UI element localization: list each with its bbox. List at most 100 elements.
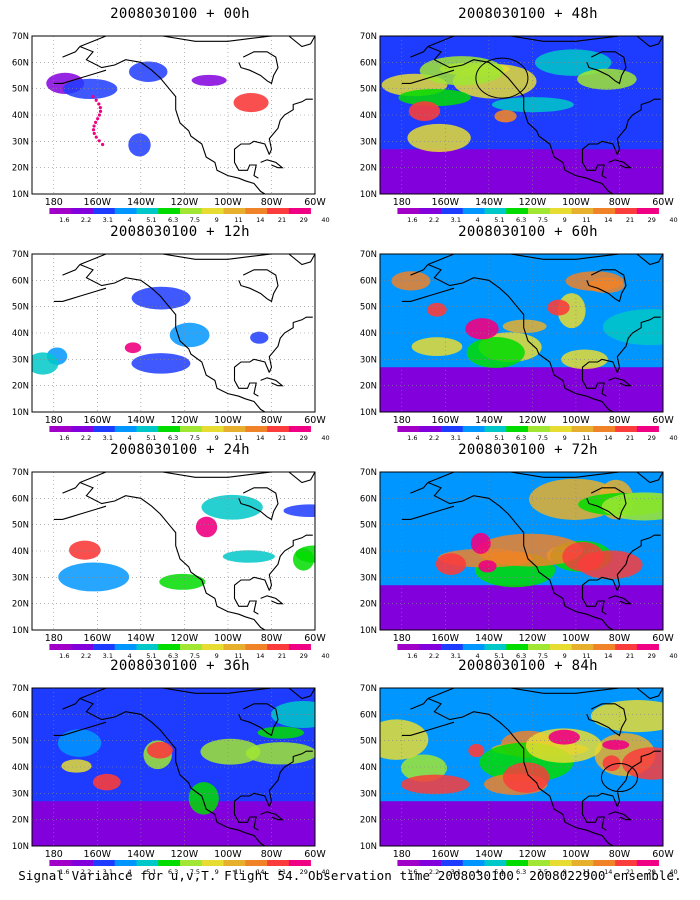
lat-tick-label: 30N — [12, 355, 29, 365]
panel-title: 2008030100 + 60h — [458, 224, 598, 240]
colorbar-label: 11 — [582, 868, 590, 876]
coastline — [79, 481, 266, 630]
lat-tick-label: 60N — [12, 276, 29, 286]
colorbar-swatch — [636, 426, 659, 432]
field-tropical-band — [380, 149, 663, 194]
variance-blob — [398, 88, 471, 107]
colorbar-swatch — [92, 426, 116, 432]
coastline — [636, 36, 663, 48]
lat-tick-label: 60N — [360, 710, 377, 720]
colorbar-swatch — [71, 208, 94, 214]
colorbar-swatch — [158, 860, 181, 866]
colorbar-swatch — [49, 644, 72, 650]
coastline — [268, 534, 313, 591]
colorbar-label: 14 — [604, 652, 612, 660]
lat-tick-label: 20N — [360, 164, 377, 174]
coastline — [401, 721, 455, 736]
coastline — [427, 688, 620, 700]
variance-peak — [92, 773, 121, 791]
variance-peak — [602, 739, 630, 750]
lat-tick-label: 10N — [360, 408, 377, 418]
colorbar-swatch — [245, 208, 268, 214]
colorbar-label: 29 — [648, 216, 656, 224]
variance-field — [58, 494, 315, 592]
colorbar-label: 21 — [626, 216, 634, 224]
variance-blob — [128, 133, 151, 157]
lat-tick-label: 10N — [12, 190, 29, 200]
colorbar-label: 5.1 — [146, 868, 156, 876]
lon-tick-label: 100W — [562, 197, 590, 208]
variance-field — [32, 286, 269, 375]
field-tropical-band — [380, 801, 663, 846]
map-plot: 70N 60N 50N 40N 30N 20N 10N 180 160W 140W 120W 100W… — [12, 468, 330, 660]
coastlines — [401, 36, 663, 194]
colorbar-label: 29 — [648, 652, 656, 660]
colorbar-swatch — [506, 208, 529, 214]
variance-blob — [602, 309, 663, 346]
lat-tick-label: 40N — [12, 763, 29, 773]
colorbar-swatch — [506, 426, 529, 432]
colorbar-swatch — [114, 426, 137, 432]
coastline — [233, 358, 270, 397]
coastline — [53, 721, 107, 736]
map-plot: 70N 60N 50N 40N 30N 20N 10N 180 160W 140W 120W 100W… — [360, 468, 678, 660]
colorbar-label: 1.6 — [59, 868, 69, 876]
coastline — [238, 269, 279, 303]
flight-track-point — [97, 102, 101, 106]
plot-background — [32, 36, 315, 194]
colorbar-swatch — [615, 208, 638, 214]
colorbar-label: 9 — [215, 652, 219, 660]
variance-blob — [502, 319, 547, 333]
lat-tick-label: 50N — [360, 521, 377, 531]
panel-title: 2008030100 + 36h — [110, 658, 250, 674]
coastline — [401, 69, 455, 84]
flight-track-point — [97, 139, 101, 143]
flight-track-point — [92, 124, 96, 128]
coastlines — [401, 254, 663, 412]
coastline — [427, 254, 620, 266]
colorbar-swatch — [136, 426, 159, 432]
colorbar-label: 11 — [582, 652, 590, 660]
region-marker-circle — [600, 763, 638, 793]
variance-blob — [622, 747, 663, 780]
lon-tick-label: 60W — [652, 633, 674, 644]
colorbar-label: 7.5 — [538, 868, 548, 876]
coastline — [62, 264, 81, 276]
colorbar-label: 5.1 — [494, 868, 504, 876]
coastline — [586, 703, 627, 737]
colorbar-label: 1.6 — [59, 216, 69, 224]
lon-tick-label: 120W — [171, 415, 199, 426]
colorbar-label: 5.1 — [494, 652, 504, 660]
colorbar-label: 4 — [476, 652, 480, 660]
colorbar-label: 6.3 — [168, 434, 178, 442]
lat-tick-label: 30N — [360, 789, 377, 799]
colorbar-swatch — [92, 208, 116, 214]
map-panel: 2008030100 + 36h 70N 60N 50N 40N 30N 20N 10N 18… — [10, 658, 350, 876]
variance-blob — [201, 494, 263, 520]
colorbar-label: 14 — [604, 216, 612, 224]
colorbar-swatch — [419, 860, 442, 866]
lat-tick-label: 60N — [12, 494, 29, 504]
coastline — [616, 534, 661, 591]
plot-frame — [31, 35, 316, 195]
lon-tick-label: 180 — [393, 849, 411, 860]
lat-tick-label: 10N — [360, 842, 377, 852]
coastline — [268, 316, 313, 373]
coastline — [581, 792, 618, 831]
lon-tick-label: 160W — [432, 849, 460, 860]
coastline — [401, 505, 455, 520]
coastlines — [401, 472, 663, 630]
lat-tick-label: 70N — [360, 32, 377, 42]
lon-tick-label: 160W — [84, 415, 112, 426]
colorbar-label: 40 — [321, 652, 329, 660]
coastline — [233, 140, 270, 179]
variance-blob — [419, 56, 504, 86]
colorbar-swatch — [92, 644, 116, 650]
colorbar-swatch — [462, 426, 485, 432]
variance-field — [380, 688, 663, 846]
colorbar-swatch — [49, 860, 72, 866]
map-plot: 70N 60N 50N 40N 30N 20N 10N 180 160W 140W 120W 100W… — [360, 32, 678, 224]
lon-tick-label: 160W — [432, 415, 460, 426]
colorbar-label: 11 — [582, 216, 590, 224]
coastline — [608, 377, 632, 387]
